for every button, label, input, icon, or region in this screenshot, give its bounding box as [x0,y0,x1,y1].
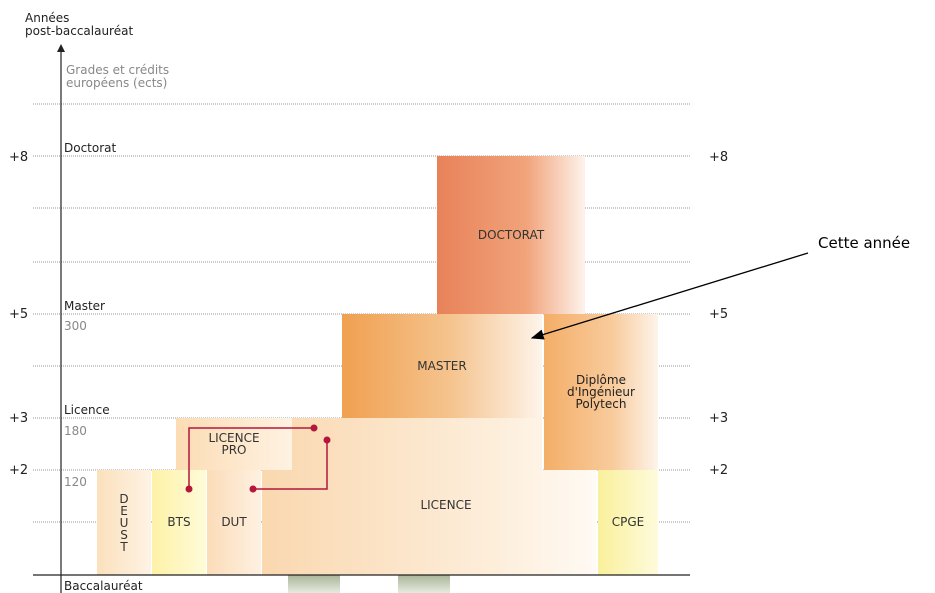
deust-letter: E [120,503,128,518]
grades-title-line2: européens (ects) [66,76,168,90]
deust-label-box: D E U S T [97,470,151,575]
grade-master: Master [64,299,105,313]
licence-box [262,418,596,575]
baseline-label: Baccalauréat [64,579,143,593]
credits-120: 120 [64,475,87,489]
axis-title-line2: post-baccalauréat [25,24,134,38]
deust-box [97,470,151,575]
cpge-box [598,470,658,575]
ingenieur-label-line2: d'Ingénieur [567,385,635,399]
licence-pro-box [176,418,292,470]
path-dots [185,424,331,493]
annotation-label: Cette année [818,234,911,252]
licence-label: LICENCE [420,498,472,512]
level-left-2: +2 [9,463,29,478]
dut-label-box: DUT [207,510,261,534]
ingenieur-box [544,314,658,470]
path-dot [185,485,193,493]
base-block-left [288,575,340,593]
ingenieur-label-box: Diplôme d'Ingénieur Polytech [544,314,658,470]
level-right-5: +5 [709,307,729,322]
base-block-right [398,575,450,593]
annotation-arrow [530,252,809,340]
cpge-label-box: CPGE [598,510,658,534]
master-label: MASTER [417,359,467,373]
bts-to-licence-path [188,427,314,489]
deust-letter: D [119,491,129,506]
level-left-8: +8 [9,150,29,165]
deust-letter: S [120,527,128,542]
master-box [342,314,542,418]
credits-180: 180 [64,424,87,438]
path-dot [323,436,331,444]
bts-box [152,470,206,575]
dut-label: DUT [221,515,247,529]
bts-label-box: BTS [152,510,206,534]
doctorat-label-box: DOCTORAT [437,156,585,314]
path-dot [249,485,257,493]
licence-label-box: LICENCE [346,492,546,518]
grade-licence: Licence [64,403,110,417]
deust-letter: U [119,515,129,530]
axis-title-line1: Années [25,11,70,25]
licence-pro-label-box: LICENCE PRO [176,418,292,470]
cpge-label: CPGE [611,515,645,529]
credits-300: 300 [64,319,87,333]
bts-label: BTS [167,515,191,529]
licence-pro-label-line2: PRO [221,443,247,457]
level-right-8: +8 [709,150,729,165]
deust-letter: T [120,539,128,554]
level-left-3: +3 [9,411,29,426]
path-dot [310,424,318,432]
grades-title-line1: Grades et crédits [66,63,170,77]
master-label-box: MASTER [342,314,542,418]
ingenieur-label-line3: Polytech [575,397,627,411]
y-axis-arrow-icon [57,44,65,52]
doctorat-box [437,156,585,314]
level-left-5: +5 [9,307,29,322]
ingenieur-label-line1: Diplôme [576,373,626,387]
level-right-3: +3 [709,411,729,426]
grade-doctorat: Doctorat [64,141,117,155]
doctorat-label: DOCTORAT [477,228,545,242]
dut-to-licence-path [253,440,328,490]
level-right-2: +2 [709,463,729,478]
path-connectors [188,427,328,490]
licence-pro-label-line1: LICENCE [208,431,260,445]
